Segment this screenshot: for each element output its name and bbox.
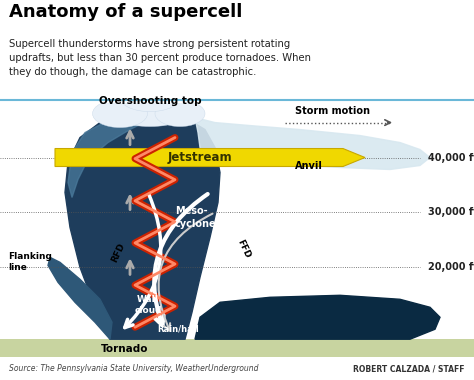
FancyArrow shape — [55, 149, 365, 166]
Text: Anvil: Anvil — [295, 160, 323, 171]
Text: Overshooting top: Overshooting top — [99, 96, 201, 106]
Polygon shape — [195, 295, 440, 339]
Ellipse shape — [92, 100, 147, 128]
FancyArrowPatch shape — [125, 195, 161, 328]
Polygon shape — [68, 112, 160, 198]
Text: 30,000 ft.: 30,000 ft. — [428, 207, 474, 217]
Text: Storm motion: Storm motion — [295, 106, 370, 116]
Text: Meso-
cyclone: Meso- cyclone — [175, 206, 217, 229]
Text: RFD: RFD — [109, 241, 127, 264]
Text: 40,000 ft.: 40,000 ft. — [428, 152, 474, 163]
Polygon shape — [48, 257, 112, 339]
Text: ROBERT CALZADA / STAFF: ROBERT CALZADA / STAFF — [353, 364, 465, 373]
Text: Wall
cloud: Wall cloud — [134, 295, 162, 315]
FancyArrowPatch shape — [159, 214, 212, 331]
Bar — [0, 339, 474, 357]
Polygon shape — [65, 112, 220, 339]
Text: Supercell thunderstorms have strong persistent rotating
updrafts, but less than : Supercell thunderstorms have strong pers… — [9, 39, 311, 77]
Text: Jetstream: Jetstream — [168, 151, 232, 164]
Text: Anatomy of a supercell: Anatomy of a supercell — [9, 3, 243, 21]
Ellipse shape — [155, 101, 205, 127]
Text: FFD: FFD — [235, 239, 252, 260]
Ellipse shape — [105, 89, 195, 127]
Text: Tornado: Tornado — [101, 344, 149, 354]
Polygon shape — [195, 117, 430, 169]
Text: Rain/hail: Rain/hail — [157, 325, 199, 334]
Text: Source: The Pennsylvania State University, WeatherUnderground: Source: The Pennsylvania State Universit… — [9, 364, 259, 373]
FancyArrowPatch shape — [154, 194, 208, 325]
Ellipse shape — [120, 84, 180, 112]
Text: Flanking
line: Flanking line — [8, 252, 52, 272]
Text: 20,000 ft.: 20,000 ft. — [428, 262, 474, 272]
